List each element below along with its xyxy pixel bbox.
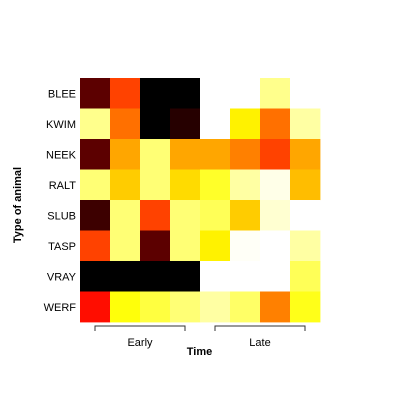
heatmap-cell-tasp-5 [200, 230, 231, 262]
heatmap-cells [80, 78, 321, 323]
heatmap-cell-neek-1 [80, 139, 111, 170]
x-axis-label: Time [187, 346, 212, 358]
heatmap-cell-ralt-8 [290, 169, 321, 201]
row-label-kwim: KWIM [46, 119, 76, 131]
heatmap-cell-vray-5 [200, 261, 231, 292]
heatmap-cell-blee-7 [260, 78, 291, 109]
heatmap-cell-blee-8 [290, 78, 321, 109]
heatmap-cell-slub-4 [170, 200, 201, 231]
heatmap-cell-blee-4 [170, 78, 201, 109]
group-bracket-early [94, 325, 186, 331]
heatmap-cell-tasp-7 [260, 230, 291, 262]
heatmap-cell-vray-4 [170, 261, 201, 292]
row-labels: BLEE KWIM NEEK RALT SLUB TASP VRAY WERF [44, 88, 77, 314]
row-label-werf: WERF [44, 302, 77, 314]
heatmap-cell-tasp-8 [290, 230, 321, 262]
group-label-early: Early [127, 337, 153, 349]
heatmap-cell-neek-4 [170, 139, 201, 170]
heatmap-cell-slub-2 [110, 200, 141, 231]
heatmap-cell-ralt-6 [230, 169, 261, 201]
heatmap-cell-tasp-2 [110, 230, 141, 262]
heatmap-cell-werf-4 [170, 291, 201, 323]
heatmap-cell-slub-1 [80, 200, 111, 231]
heatmap-cell-werf-5 [200, 291, 231, 323]
heatmap-cell-blee-1 [80, 78, 111, 109]
heatmap-cell-ralt-2 [110, 169, 141, 201]
heatmap-cell-tasp-3 [140, 230, 171, 262]
heatmap-cell-vray-3 [140, 261, 171, 292]
heatmap-cell-kwim-3 [140, 108, 171, 140]
group-label-late: Late [249, 337, 270, 349]
heatmap-cell-vray-2 [110, 261, 141, 292]
row-label-vray: VRAY [47, 271, 77, 283]
y-axis-label: Type of animal [12, 167, 24, 243]
heatmap-cell-kwim-8 [290, 108, 321, 140]
heatmap-cell-ralt-4 [170, 169, 201, 201]
heatmap-cell-ralt-5 [200, 169, 231, 201]
heatmap-cell-kwim-1 [80, 108, 111, 140]
heatmap-cell-blee-6 [230, 78, 261, 109]
heatmap-cell-vray-1 [80, 261, 111, 292]
heatmap-cell-werf-6 [230, 291, 261, 323]
group-bracket-late [214, 325, 306, 331]
heatmap-cell-kwim-2 [110, 108, 141, 140]
heatmap-cell-neek-6 [230, 139, 261, 170]
row-label-tasp: TASP [48, 241, 76, 253]
heatmap-cell-slub-7 [260, 200, 291, 231]
heatmap-cell-blee-3 [140, 78, 171, 109]
column-group-brackets: Early Late [94, 325, 306, 349]
heatmap-cell-kwim-4 [170, 108, 201, 140]
heatmap-cell-blee-2 [110, 78, 141, 109]
heatmap-cell-slub-6 [230, 200, 261, 231]
heatmap-cell-blee-5 [200, 78, 231, 109]
heatmap-cell-tasp-6 [230, 230, 261, 262]
heatmap-cell-vray-8 [290, 261, 321, 292]
row-label-blee: BLEE [48, 88, 76, 100]
heatmap-cell-ralt-7 [260, 169, 291, 201]
heatmap-cell-neek-8 [290, 139, 321, 170]
heatmap-cell-werf-7 [260, 291, 291, 323]
heatmap-cell-vray-6 [230, 261, 261, 292]
row-label-slub: SLUB [47, 210, 76, 222]
heatmap-cell-neek-3 [140, 139, 171, 170]
heatmap-cell-werf-3 [140, 291, 171, 323]
heatmap-cell-werf-8 [290, 291, 321, 323]
heatmap-cell-ralt-3 [140, 169, 171, 201]
heatmap-cell-vray-7 [260, 261, 291, 292]
heatmap-cell-werf-2 [110, 291, 141, 323]
heatmap-cell-neek-2 [110, 139, 141, 170]
heatmap-cell-kwim-5 [200, 108, 231, 140]
heatmap-cell-slub-8 [290, 200, 321, 231]
row-label-ralt: RALT [49, 180, 77, 192]
heatmap-cell-kwim-6 [230, 108, 261, 140]
heatmap-cell-kwim-7 [260, 108, 291, 140]
heatmap-cell-slub-3 [140, 200, 171, 231]
heatmap-cell-tasp-1 [80, 230, 111, 262]
heatmap-cell-tasp-4 [170, 230, 201, 262]
heatmap-cell-neek-5 [200, 139, 231, 170]
heatmap-cell-slub-5 [200, 200, 231, 231]
heatmap-cell-neek-7 [260, 139, 291, 170]
heatmap-cell-werf-1 [80, 291, 111, 323]
row-label-neek: NEEK [46, 149, 77, 161]
heatmap-cell-ralt-1 [80, 169, 111, 201]
